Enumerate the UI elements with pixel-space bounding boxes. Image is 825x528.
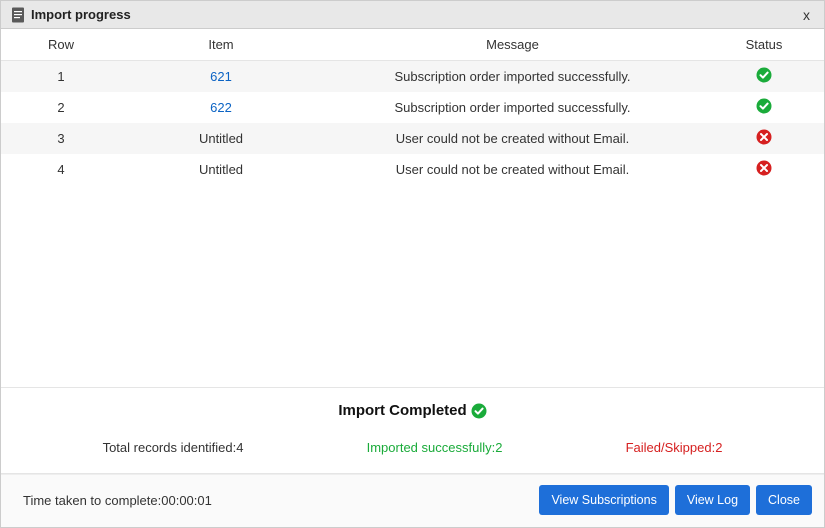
summary-counts: Total records identified:4 Imported succ… bbox=[1, 440, 824, 455]
col-header-status: Status bbox=[704, 29, 824, 61]
results-table-wrap: Row Item Message Status 1621Subscription… bbox=[1, 29, 824, 185]
cell-message: User could not be created without Email. bbox=[321, 123, 704, 154]
cell-message: Subscription order imported successfully… bbox=[321, 92, 704, 123]
view-subscriptions-button[interactable]: View Subscriptions bbox=[539, 485, 668, 515]
table-row: 3UntitledUser could not be created witho… bbox=[1, 123, 824, 154]
summary-total: Total records identified:4 bbox=[103, 440, 244, 455]
close-footer-button[interactable]: Close bbox=[756, 485, 812, 515]
check-icon bbox=[471, 403, 487, 419]
footer-buttons: View Subscriptions View Log Close bbox=[539, 485, 812, 515]
table-row: 1621Subscription order imported successf… bbox=[1, 61, 824, 93]
cell-status bbox=[704, 61, 824, 93]
table-row: 2622Subscription order imported successf… bbox=[1, 92, 824, 123]
error-icon bbox=[756, 129, 772, 145]
summary-ok: Imported successfully:2 bbox=[367, 440, 503, 455]
cell-row: 4 bbox=[1, 154, 121, 185]
time-taken: Time taken to complete:00:00:01 bbox=[23, 493, 539, 508]
results-table: Row Item Message Status 1621Subscription… bbox=[1, 29, 824, 185]
col-header-message: Message bbox=[321, 29, 704, 61]
table-row: 4UntitledUser could not be created witho… bbox=[1, 154, 824, 185]
summary-title: Import Completed bbox=[338, 402, 486, 419]
close-button[interactable]: x bbox=[799, 7, 814, 23]
cell-item[interactable]: 622 bbox=[121, 92, 321, 123]
import-progress-dialog: Import progress x Row Item Message Statu… bbox=[0, 0, 825, 528]
cell-item: Untitled bbox=[121, 154, 321, 185]
cell-message: User could not be created without Email. bbox=[321, 154, 704, 185]
col-header-item: Item bbox=[121, 29, 321, 61]
cell-status bbox=[704, 154, 824, 185]
cell-row: 3 bbox=[1, 123, 121, 154]
spacer bbox=[1, 185, 824, 387]
summary-fail: Failed/Skipped:2 bbox=[626, 440, 723, 455]
footer: Time taken to complete:00:00:01 View Sub… bbox=[1, 474, 824, 527]
document-icon bbox=[11, 7, 25, 23]
window-title: Import progress bbox=[31, 7, 799, 22]
cell-status bbox=[704, 92, 824, 123]
cell-row: 1 bbox=[1, 61, 121, 93]
view-log-button[interactable]: View Log bbox=[675, 485, 750, 515]
error-icon bbox=[756, 160, 772, 176]
col-header-row: Row bbox=[1, 29, 121, 61]
titlebar: Import progress x bbox=[1, 1, 824, 29]
success-icon bbox=[756, 98, 772, 114]
cell-status bbox=[704, 123, 824, 154]
cell-row: 2 bbox=[1, 92, 121, 123]
summary-title-text: Import Completed bbox=[338, 402, 466, 419]
cell-item: Untitled bbox=[121, 123, 321, 154]
success-icon bbox=[756, 67, 772, 83]
cell-message: Subscription order imported successfully… bbox=[321, 61, 704, 93]
cell-item[interactable]: 621 bbox=[121, 61, 321, 93]
summary-panel: Import Completed Total records identifie… bbox=[1, 387, 824, 474]
